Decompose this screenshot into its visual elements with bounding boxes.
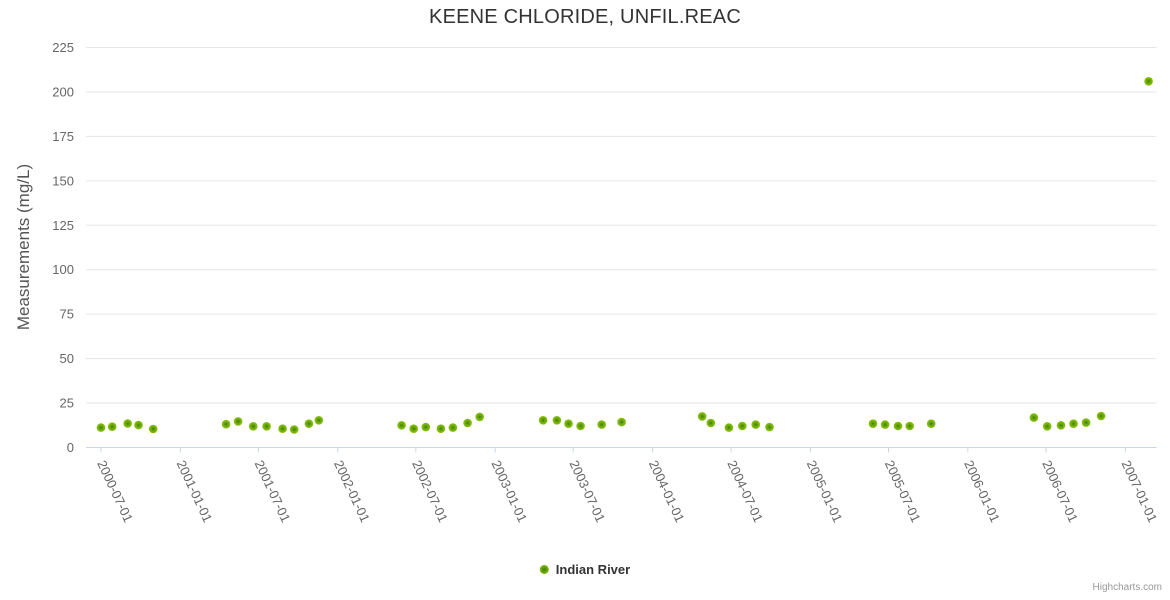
data-point[interactable] [397,421,406,430]
x-axis-label: 2000-07-01 [94,458,136,525]
y-axis-label: 225 [52,40,74,55]
x-axis-label: 2005-07-01 [882,458,924,525]
x-axis-label: 2006-07-01 [1039,458,1081,525]
data-point[interactable] [314,416,324,425]
data-point[interactable] [278,424,287,434]
y-axis-label: 150 [52,173,74,188]
series-marker-icon [539,565,549,574]
y-axis-label: 50 [60,351,74,366]
data-point[interactable] [1096,411,1106,421]
data-point[interactable] [1081,418,1091,427]
data-point[interactable] [880,420,890,429]
data-point[interactable] [1029,413,1039,422]
y-axis-label: 125 [52,218,74,233]
data-point[interactable] [421,422,431,432]
data-point[interactable] [463,418,472,428]
data-point[interactable] [436,424,446,434]
x-axis-label: 2002-01-01 [331,458,373,525]
x-axis-label: 2005-01-01 [804,458,846,525]
data-point[interactable] [221,419,231,429]
data-point[interactable] [1144,77,1153,86]
data-point[interactable] [576,421,585,431]
data-point[interactable] [1069,419,1078,429]
x-axis-label: 2002-07-01 [409,458,451,525]
data-point[interactable] [868,419,878,429]
x-axis-label: 2003-01-01 [488,458,530,525]
x-axis-label: 2004-07-01 [724,458,766,525]
data-point[interactable] [262,422,271,431]
data-point[interactable] [538,416,548,425]
data-point[interactable] [706,418,716,428]
data-point[interactable] [597,420,606,429]
legend-item-indian-river[interactable]: Indian River [539,562,631,577]
x-axis-label: 2003-07-01 [567,458,609,525]
data-point[interactable] [1042,422,1052,431]
data-point[interactable] [926,419,936,429]
x-axis-label: 2006-01-01 [961,458,1003,525]
data-point[interactable] [148,424,158,434]
y-axis-label: 100 [52,262,74,277]
data-point[interactable] [107,422,117,432]
data-point[interactable] [248,422,258,431]
data-point[interactable] [893,421,903,431]
data-point[interactable] [1056,421,1066,430]
data-point[interactable] [475,412,485,422]
y-axis-label: 75 [60,307,74,322]
data-point[interactable] [233,417,243,426]
x-axis-label: 2007-01-01 [1119,458,1161,525]
data-point[interactable] [905,421,914,431]
x-axis-label: 2001-07-01 [252,458,294,525]
data-point[interactable] [134,420,143,430]
data-point[interactable] [765,422,774,432]
legend-label: Indian River [555,562,631,577]
x-axis-label: 2004-01-01 [646,458,688,525]
data-point[interactable] [409,424,419,434]
data-point[interactable] [96,423,106,432]
y-axis-label: 0 [67,440,74,455]
x-axis-label: 2001-01-01 [174,458,216,525]
data-point[interactable] [697,412,707,421]
chart-title: KEENE CHLORIDE, UNFIL.REAC [429,6,741,28]
y-axis-title: Measurements (mg/L) [14,163,33,331]
data-point[interactable] [751,420,760,429]
data-point[interactable] [617,417,626,427]
data-point[interactable] [304,419,314,429]
y-axis-label: 175 [52,129,74,144]
data-point[interactable] [552,416,562,425]
data-point[interactable] [123,419,132,428]
data-point[interactable] [738,421,747,431]
data-point[interactable] [724,423,734,432]
data-point[interactable] [448,423,458,432]
y-axis-label: 200 [52,84,74,99]
highcharts-credit-link[interactable]: Highcharts.com [1092,582,1162,593]
data-point[interactable] [564,419,573,429]
data-point[interactable] [289,425,299,434]
y-axis-label: 25 [60,396,74,411]
